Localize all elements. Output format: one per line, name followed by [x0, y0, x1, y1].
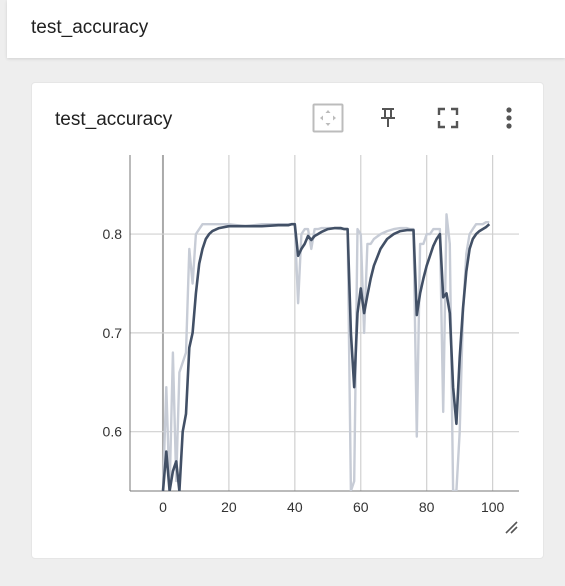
fullscreen-button[interactable]: [431, 103, 465, 137]
y-tick-label: 0.7: [103, 325, 123, 341]
y-tick-label: 0.8: [103, 226, 123, 242]
x-tick-label: 40: [287, 499, 303, 515]
pin-icon: [378, 107, 398, 134]
x-tick-label: 80: [419, 499, 435, 515]
more-menu-button[interactable]: [492, 103, 526, 137]
scalar-card: test_accuracy: [31, 82, 544, 559]
run-header: test_accuracy: [7, 0, 565, 58]
fit-to-data-icon: [312, 103, 344, 138]
x-tick-label: 100: [481, 499, 505, 515]
series-line-raw: [161, 213, 490, 491]
resize-icon: [504, 521, 518, 538]
series-line-smoothed: [161, 222, 491, 491]
x-tick-label: 0: [159, 499, 167, 515]
pin-button[interactable]: [371, 103, 405, 137]
y-tick-label: 0.6: [103, 424, 123, 440]
x-tick-label: 60: [353, 499, 369, 515]
resize-handle[interactable]: [504, 520, 518, 539]
card-title: test_accuracy: [55, 109, 173, 130]
x-tick-label: 20: [221, 499, 237, 515]
page-title: test_accuracy: [31, 17, 149, 38]
more-vert-icon: [505, 106, 513, 135]
fullscreen-icon: [437, 107, 459, 134]
fit-to-data-button[interactable]: [311, 103, 345, 137]
